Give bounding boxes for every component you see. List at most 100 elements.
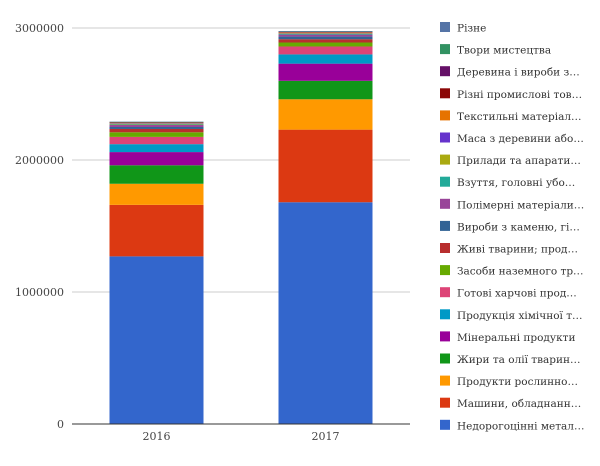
bar-segment xyxy=(278,99,373,130)
bar-segment xyxy=(278,202,373,424)
bar-segment xyxy=(278,32,373,33)
legend-swatch xyxy=(440,132,450,143)
legend-item: Взуття, головні убо… xyxy=(440,176,575,189)
legend-label: Твори мистецтва xyxy=(457,45,551,57)
legend-item: Прилади та апарати… xyxy=(440,154,581,167)
legend-label: Продукція хімічної т… xyxy=(457,310,583,322)
legend-item: Деревина і вироби з… xyxy=(440,66,580,79)
bar-segment xyxy=(109,122,204,124)
bar-segment xyxy=(109,136,204,145)
legend-swatch xyxy=(440,331,450,342)
legend-swatch xyxy=(440,22,450,32)
legend-swatch xyxy=(440,265,450,276)
bar-segment xyxy=(109,128,204,133)
legend-swatch xyxy=(440,198,450,209)
legend-swatch xyxy=(440,154,450,165)
bar-segment xyxy=(278,129,373,203)
bar-segment xyxy=(278,42,373,47)
legend-label: Текстильні матеріал… xyxy=(457,111,582,123)
legend-label: Засоби наземного тр… xyxy=(457,266,584,278)
legend-swatch xyxy=(440,110,450,121)
legend-swatch xyxy=(440,220,450,231)
bar-segment xyxy=(109,204,204,257)
legend-label: Живі тварини; прод… xyxy=(457,244,578,256)
legend-label: Полімерні матеріали… xyxy=(457,199,584,211)
bar-segment xyxy=(109,152,204,166)
bar-segment xyxy=(109,127,204,129)
legend-label: Прилади та апарати… xyxy=(457,155,581,167)
legend-item: Різне xyxy=(440,22,486,35)
bar-segment xyxy=(109,123,204,124)
bar-segment xyxy=(278,31,373,33)
bar-segment xyxy=(109,125,204,127)
legend-swatch xyxy=(440,375,450,386)
legend-item: Засоби наземного тр… xyxy=(440,265,584,278)
bar-segment xyxy=(109,256,204,424)
legend-item: Жири та олії тварин… xyxy=(440,353,581,366)
bar-segment xyxy=(278,31,373,32)
bar-segment xyxy=(109,122,204,123)
legend-swatch xyxy=(440,243,450,253)
legend-label: Деревина і вироби з… xyxy=(457,67,580,79)
bar-stacks xyxy=(109,31,373,424)
legend-item: Недорогоцінні метал… xyxy=(440,419,584,432)
legend-label: Готові харчові прод… xyxy=(457,288,577,300)
bar-segment xyxy=(278,34,373,37)
legend-item: Продукти рослинно… xyxy=(440,375,578,388)
legend-swatch xyxy=(440,397,450,408)
bar-segment xyxy=(278,33,373,34)
x-tick-label: 2016 xyxy=(143,430,171,443)
legend-item: Текстильні матеріал… xyxy=(440,110,582,123)
bar-segment xyxy=(109,165,204,184)
legend-item: Продукція хімічної т… xyxy=(440,309,583,322)
legend-item: Полімерні матеріали… xyxy=(440,198,584,211)
legend-item: Живі тварини; прод… xyxy=(440,243,578,256)
bar-segment xyxy=(278,32,373,34)
bar-segment xyxy=(278,80,373,100)
bar-segment xyxy=(278,54,373,64)
legend-label: Взуття, головні убо… xyxy=(457,177,575,189)
legend-item: Різні промислові тов… xyxy=(440,88,582,101)
legend-swatch xyxy=(440,88,450,99)
y-tick-label: 1000000 xyxy=(15,286,64,299)
legend-swatch xyxy=(440,44,450,55)
legend-swatch xyxy=(440,176,450,187)
legend-swatch xyxy=(440,353,450,364)
legend-label: Різне xyxy=(457,23,486,35)
bar-segment xyxy=(109,123,204,125)
legend-label: Машини, обладнанн… xyxy=(457,398,581,410)
y-tick-label: 3000000 xyxy=(15,22,64,35)
legend-item: Маса з деревини або… xyxy=(440,132,584,145)
bar-segment xyxy=(109,121,204,123)
bar-segment xyxy=(278,36,373,40)
legend: Різне Твори мистецтва Деревина і вироби з…… xyxy=(440,22,584,432)
legend-swatch xyxy=(440,309,450,320)
bar-segment xyxy=(109,132,204,137)
bar-segment xyxy=(109,183,204,205)
bar-segment xyxy=(278,39,373,43)
bar-segment xyxy=(278,33,373,35)
legend-swatch xyxy=(440,66,450,77)
legend-label: Вироби з каменю, гі… xyxy=(457,221,580,233)
x-tick-label: 2017 xyxy=(312,430,340,443)
legend-label: Різні промислові тов… xyxy=(457,89,582,101)
bar-segment xyxy=(278,63,373,81)
legend-item: Мінеральні продукти xyxy=(440,331,575,344)
axes: 0 1000000 2000000 3000000 2016 2017 xyxy=(15,22,410,443)
legend-item: Готові харчові прод… xyxy=(440,287,577,300)
bar-segment xyxy=(109,124,204,126)
legend-swatch xyxy=(440,419,450,430)
legend-label: Мінеральні продукти xyxy=(457,332,575,344)
legend-label: Маса з деревини або… xyxy=(457,133,584,145)
legend-label: Жири та олії тварин… xyxy=(457,354,581,366)
bar-segment xyxy=(278,46,373,55)
y-tick-label: 0 xyxy=(57,418,64,431)
legend-label: Продукти рослинно… xyxy=(457,376,578,388)
legend-item: Вироби з каменю, гі… xyxy=(440,220,580,233)
legend-swatch xyxy=(440,287,450,298)
legend-item: Твори мистецтва xyxy=(440,44,551,57)
y-tick-label: 2000000 xyxy=(15,154,64,167)
bar-segment xyxy=(109,144,204,153)
legend-label: Недорогоцінні метал… xyxy=(457,420,584,432)
